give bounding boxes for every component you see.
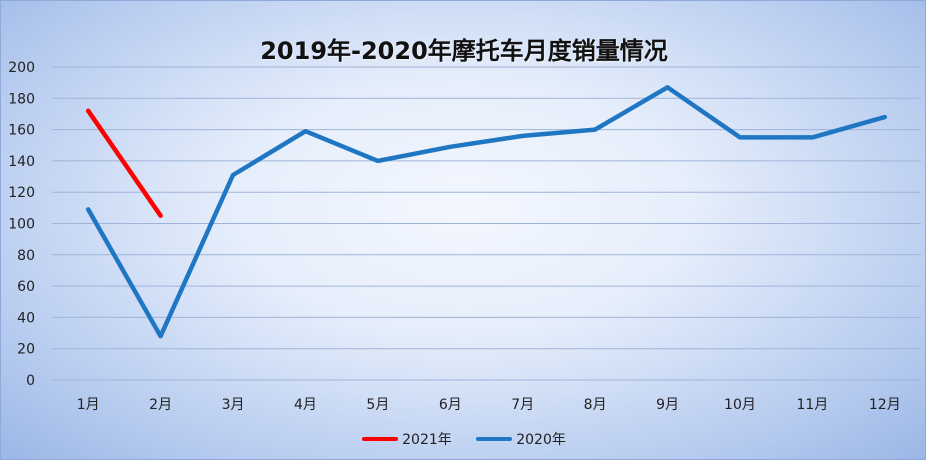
y-tick-label: 60	[17, 279, 35, 295]
legend-label-2020: 2020年	[516, 432, 566, 448]
gridlines	[52, 66, 921, 381]
x-tick-label: 11月	[796, 397, 828, 413]
y-tick-label: 40	[17, 310, 35, 326]
series-lines	[85, 85, 888, 339]
y-tick-label: 0	[26, 373, 35, 389]
y-tick-label: 160	[8, 123, 35, 139]
y-tick-label: 120	[8, 185, 35, 201]
y-tick-label: 180	[8, 91, 35, 107]
x-tick-label: 6月	[439, 397, 462, 413]
x-tick-label: 4月	[294, 397, 317, 413]
x-tick-label: 1月	[77, 397, 100, 413]
series-line	[85, 108, 163, 218]
chart-title: 2019年-2020年摩托车月度销量情况	[260, 37, 668, 65]
y-axis-ticks: 0 20 40 60 80 100 120 140 160 180 200	[8, 60, 35, 389]
legend-swatch-2021	[362, 437, 399, 441]
x-tick-label: 8月	[584, 397, 607, 413]
x-tick-label: 5月	[366, 397, 389, 413]
x-tick-label: 2月	[149, 397, 172, 413]
x-tick-label: 7月	[511, 397, 534, 413]
legend: 2021年 2020年	[1, 429, 926, 449]
legend-item-2020: 2020年	[476, 429, 566, 449]
series-line	[85, 85, 888, 339]
y-tick-label: 80	[17, 248, 35, 264]
x-tick-label: 3月	[222, 397, 245, 413]
legend-item-2021: 2021年	[362, 429, 452, 449]
y-tick-label: 20	[17, 342, 35, 358]
y-tick-label: 140	[8, 154, 35, 170]
y-tick-label: 200	[8, 60, 35, 76]
x-tick-label: 9月	[656, 397, 679, 413]
y-tick-label: 100	[8, 217, 35, 233]
legend-swatch-2020	[476, 437, 513, 441]
x-tick-label: 12月	[869, 397, 901, 413]
x-axis-ticks: 1月 2月 3月 4月 5月 6月 7月 8月 9月 10月 11月 12月	[77, 397, 901, 413]
legend-label-2021: 2021年	[402, 432, 452, 448]
x-tick-label: 10月	[724, 397, 756, 413]
